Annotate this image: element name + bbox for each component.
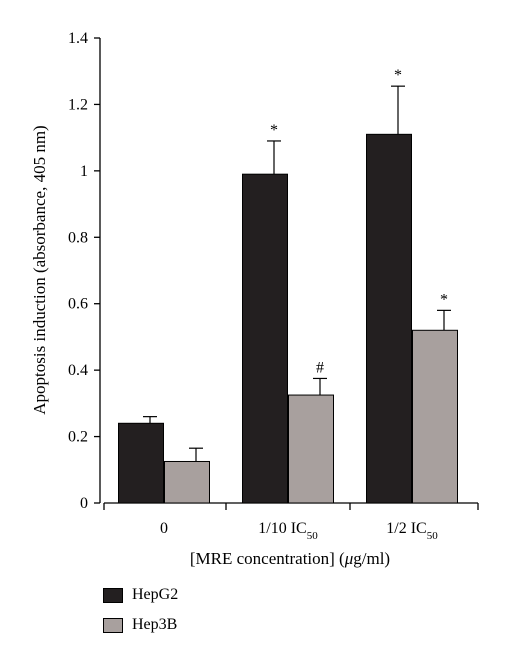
legend-label-hep3b: Hep3B bbox=[132, 616, 178, 633]
significance-marker: * bbox=[270, 122, 278, 139]
x-axis-title: [MRE concentration] (μg/ml) bbox=[190, 549, 390, 568]
legend-item-hepg2: HepG2 bbox=[103, 582, 178, 608]
legend-label-hepg2: HepG2 bbox=[132, 586, 179, 603]
y-tick-label: 1.4 bbox=[68, 30, 88, 47]
y-tick-label: 0.6 bbox=[68, 296, 88, 313]
significance-marker: * bbox=[394, 67, 402, 84]
x-tick-label: 1/2 IC50 bbox=[386, 520, 438, 542]
significance-marker: * bbox=[440, 291, 448, 308]
legend-swatch-hepg2 bbox=[103, 587, 123, 603]
y-tick-label: 0.8 bbox=[68, 229, 88, 246]
legend-swatch-hep3b bbox=[103, 617, 123, 633]
y-tick-label: 0.4 bbox=[68, 362, 88, 379]
y-tick-label: 0 bbox=[80, 495, 88, 512]
y-tick-label: 0.2 bbox=[68, 429, 88, 446]
y-tick-label: 1.2 bbox=[68, 96, 88, 113]
bar-chart: 00.20.40.60.811.21.4 0 1/10 IC50 1/2 IC50 … bbox=[30, 30, 479, 568]
legend: HepG2 Hep3B bbox=[103, 582, 178, 642]
y-axis: 0 0.2 0.4 0.6 0.8 1 1.2 1.4 bbox=[68, 30, 101, 512]
bar bbox=[412, 329, 458, 504]
bar bbox=[164, 460, 210, 504]
bar bbox=[366, 133, 412, 504]
significance-marker: # bbox=[316, 359, 324, 376]
x-axis: 0 1/10 IC50 1/2 IC50 bbox=[103, 502, 479, 542]
bar bbox=[118, 422, 164, 504]
bar bbox=[242, 173, 288, 504]
y-axis-title: Apoptosis induction (absorbance, 405 nm) bbox=[30, 125, 49, 414]
y-tick-label: 1 bbox=[80, 163, 88, 180]
x-tick-label: 0 bbox=[160, 520, 168, 537]
legend-item-hep3b: Hep3B bbox=[103, 612, 178, 638]
bars: * * # * bbox=[118, 67, 458, 504]
bar bbox=[288, 394, 334, 504]
x-tick-label: 1/10 IC50 bbox=[258, 520, 318, 542]
